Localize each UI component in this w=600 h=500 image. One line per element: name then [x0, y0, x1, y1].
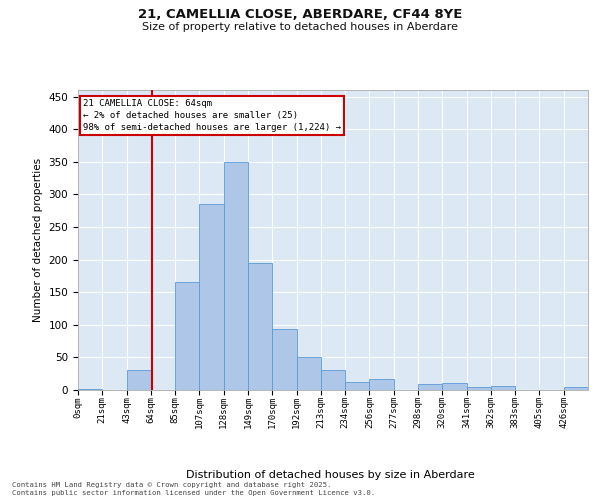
- Bar: [199, 204, 224, 390]
- Bar: [248, 263, 272, 390]
- Bar: [78, 388, 102, 390]
- Text: Contains public sector information licensed under the Open Government Licence v3: Contains public sector information licen…: [12, 490, 375, 496]
- Bar: [370, 379, 394, 390]
- Bar: [467, 386, 491, 390]
- Text: 21 CAMELLIA CLOSE: 64sqm
← 2% of detached houses are smaller (25)
98% of semi-de: 21 CAMELLIA CLOSE: 64sqm ← 2% of detache…: [83, 99, 341, 132]
- Bar: [224, 162, 248, 390]
- Bar: [418, 384, 442, 390]
- Bar: [442, 384, 467, 390]
- Bar: [127, 370, 151, 390]
- Bar: [345, 382, 370, 390]
- Bar: [491, 386, 515, 390]
- Bar: [175, 282, 199, 390]
- Bar: [564, 386, 588, 390]
- Y-axis label: Number of detached properties: Number of detached properties: [33, 158, 43, 322]
- Text: 21, CAMELLIA CLOSE, ABERDARE, CF44 8YE: 21, CAMELLIA CLOSE, ABERDARE, CF44 8YE: [138, 8, 462, 20]
- Text: Contains HM Land Registry data © Crown copyright and database right 2025.: Contains HM Land Registry data © Crown c…: [12, 482, 331, 488]
- Text: Distribution of detached houses by size in Aberdare: Distribution of detached houses by size …: [185, 470, 475, 480]
- Bar: [321, 370, 345, 390]
- Bar: [272, 330, 296, 390]
- Bar: [296, 358, 321, 390]
- Text: Size of property relative to detached houses in Aberdare: Size of property relative to detached ho…: [142, 22, 458, 32]
